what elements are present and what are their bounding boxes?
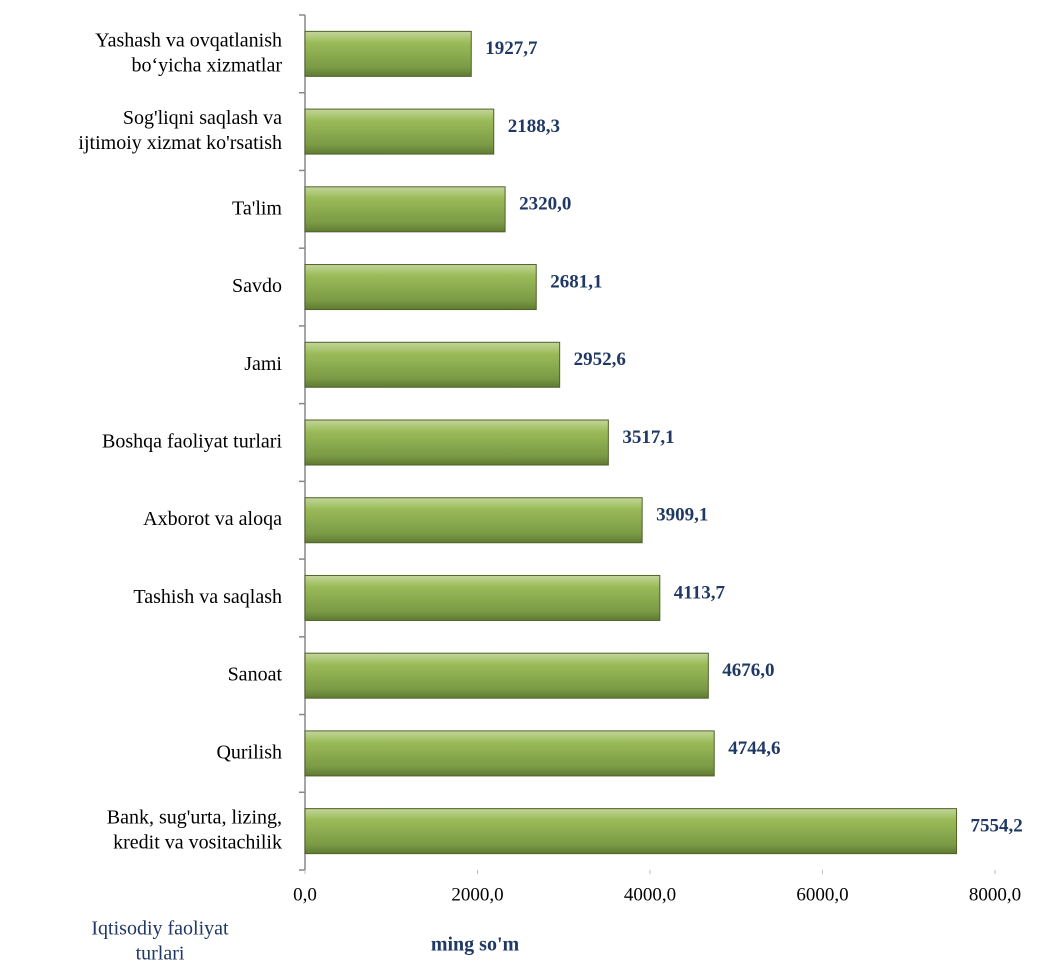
y-tick-label: Ta'lim	[232, 197, 282, 219]
data-label: 7554,2	[971, 815, 1023, 836]
data-label: 3909,1	[656, 505, 708, 526]
x-axis-title: ming so'm	[431, 934, 520, 956]
data-label: 3517,1	[622, 427, 674, 448]
bar	[304, 730, 715, 777]
y-tick-label: Sog'liqni saqlash va ijtimoiy xizmat ko'r…	[78, 107, 282, 154]
y-tick-label: Yashash va ovqatlanish bo‘yicha xizmatlar	[95, 29, 282, 76]
bar	[304, 574, 661, 621]
x-tick-label: 8000,0	[969, 884, 1021, 905]
bar	[304, 341, 561, 388]
x-tick-label: 6000,0	[796, 884, 848, 905]
data-label: 4113,7	[674, 582, 726, 603]
data-label: 2681,1	[550, 271, 602, 292]
bar	[304, 497, 643, 544]
y-tick-label: Axborot va aloqa	[143, 508, 282, 530]
data-label: 2320,0	[519, 194, 571, 215]
y-tick-label: Qurilish	[216, 741, 282, 763]
x-tick-label: 2000,0	[451, 884, 503, 905]
data-label: 1927,7	[485, 38, 538, 59]
y-tick-label: Savdo	[232, 275, 282, 297]
bar	[304, 264, 537, 311]
data-label: 4676,0	[722, 660, 774, 681]
bar	[304, 108, 495, 155]
x-tick-label: 0,0	[293, 884, 317, 905]
y-tick-label: Sanoat	[228, 663, 283, 685]
data-label: 2188,3	[508, 116, 560, 137]
y-axis-title: Iqtisodiy faoliyat turlari	[91, 917, 229, 961]
data-label: 4744,6	[728, 738, 780, 759]
y-tick-label: Bank, sug'urta, lizing, kredit va vositac…	[107, 806, 282, 853]
bar	[304, 419, 609, 466]
bar	[304, 30, 472, 77]
x-tick-label: 4000,0	[624, 884, 676, 905]
data-label: 2952,6	[574, 349, 626, 370]
bar	[304, 652, 709, 699]
y-tick-label: Jami	[244, 352, 282, 374]
y-tick-label: Tashish va saqlash	[133, 586, 282, 608]
bar	[304, 186, 506, 233]
bar	[304, 808, 958, 855]
y-tick-label: Boshqa faoliyat turlari	[102, 430, 282, 452]
